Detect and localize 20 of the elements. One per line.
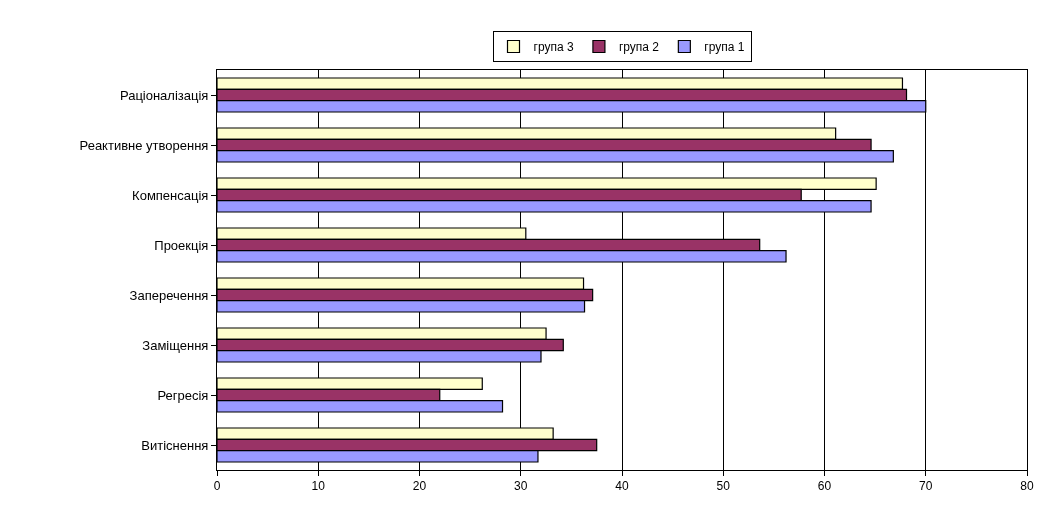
x-tick-label: 30: [514, 479, 528, 494]
x-tick-label: 40: [615, 479, 629, 494]
y-tick-label: Заперечення: [129, 287, 209, 303]
x-tick-label: 80: [1020, 479, 1034, 494]
y-tick-label: Реактивне утворення: [79, 137, 209, 153]
x-tick-label: 0: [213, 479, 221, 494]
y-tick-label: Регресія: [157, 387, 209, 403]
legend-label: група 3: [533, 40, 574, 55]
y-tick-label: Компенсація: [132, 187, 209, 203]
legend-label: група 2: [618, 40, 660, 55]
x-tick-label: 10: [311, 479, 326, 494]
y-tick-label: Раціоналізація: [119, 87, 209, 103]
legend-label: група 1: [704, 40, 745, 55]
x-tick-label: 50: [716, 479, 731, 494]
y-tick-label: Заміщення: [142, 337, 209, 353]
x-tick-label: 70: [919, 479, 933, 494]
y-tick-label: Проекція: [154, 237, 209, 253]
x-tick-label: 60: [817, 479, 832, 494]
y-tick-label: Витіснення: [141, 437, 209, 453]
x-tick-label: 20: [412, 479, 427, 494]
